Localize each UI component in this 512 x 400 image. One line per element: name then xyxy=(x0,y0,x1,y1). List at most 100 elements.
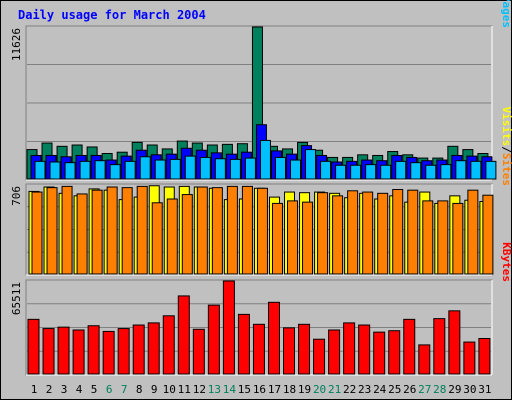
series-kbytes xyxy=(27,280,491,375)
bar-pages-day-20 xyxy=(320,160,332,180)
x-tick-label: 23 xyxy=(358,383,371,396)
bar-sites-day-undefined xyxy=(437,200,449,275)
x-tick-label: 9 xyxy=(151,383,158,396)
bar-kbytes-day-undefined xyxy=(373,331,386,375)
bar-sites-day-undefined xyxy=(362,191,374,275)
legend-item-kbytes: KBytes xyxy=(500,242,512,282)
x-tick-label: 30 xyxy=(463,383,476,396)
bar-pages-day-9 xyxy=(154,159,166,180)
bar-sites-day-undefined xyxy=(287,200,299,275)
bar-kbytes-day-undefined xyxy=(283,327,296,375)
bar-pages-day-5 xyxy=(94,160,106,180)
x-tick-label: 13 xyxy=(208,383,221,396)
legend-item-visits: Visits xyxy=(500,107,512,147)
bar-kbytes-day-undefined xyxy=(192,328,205,375)
bar-pages-day-3 xyxy=(64,162,76,180)
bar-pages-day-13 xyxy=(214,158,226,180)
x-tick-label: 11 xyxy=(178,383,191,396)
bar-kbytes-day-undefined xyxy=(207,304,220,375)
bar-sites-day-undefined xyxy=(392,189,404,275)
bar-pages-day-1 xyxy=(34,160,46,180)
bar-kbytes-day-undefined xyxy=(388,330,401,375)
bar-kbytes-day-undefined xyxy=(298,323,311,375)
bar-pages-day-24 xyxy=(380,164,392,180)
legend-3: KBytes xyxy=(500,242,512,282)
bar-pages-day-18 xyxy=(290,159,302,180)
x-tick-label: 8 xyxy=(136,383,143,396)
bar-pages-day-21 xyxy=(335,164,347,180)
bar-pages-day-17 xyxy=(274,156,286,180)
panel-2: 706 Visits/Sites xyxy=(10,107,512,276)
x-tick-label: 15 xyxy=(238,383,251,396)
x-tick-label: 7 xyxy=(121,383,128,396)
bar-pages-day-23 xyxy=(365,164,377,180)
x-tick-label: 31 xyxy=(478,383,491,396)
bar-sites-day-undefined xyxy=(347,190,359,275)
x-tick-label: 22 xyxy=(343,383,356,396)
bar-sites-day-undefined xyxy=(91,189,103,275)
panel-3: 65511 KBytes xyxy=(10,242,512,376)
bar-kbytes-day-undefined xyxy=(237,313,250,375)
bar-kbytes-day-undefined xyxy=(418,344,431,375)
bar-kbytes-day-undefined xyxy=(87,325,100,375)
x-tick-label: 6 xyxy=(106,383,113,396)
bar-kbytes-day-undefined xyxy=(132,324,145,375)
x-tick-label: 16 xyxy=(253,383,266,396)
bar-pages-day-14 xyxy=(229,158,241,180)
bar-sites-day-undefined xyxy=(317,192,329,275)
bar-pages-day-10 xyxy=(169,158,181,180)
bar-kbytes-day-undefined xyxy=(222,280,235,375)
x-tick-label: 21 xyxy=(328,383,341,396)
bar-kbytes-day-undefined xyxy=(463,341,476,375)
bar-sites-day-undefined xyxy=(332,195,344,275)
bar-kbytes-day-undefined xyxy=(162,315,175,375)
x-tick-label: 10 xyxy=(163,383,176,396)
bar-pages-day-4 xyxy=(79,160,91,180)
legend-1: Hits/Files/Pages xyxy=(500,0,512,28)
bar-kbytes-day-undefined xyxy=(177,295,190,375)
bar-sites-day-undefined xyxy=(166,198,178,275)
bar-sites-day-undefined xyxy=(211,187,223,275)
bar-pages-day-16 xyxy=(259,139,271,180)
y-max-label: 65511 xyxy=(10,282,23,315)
x-tick-label: 3 xyxy=(61,383,68,396)
bar-sites-day-undefined xyxy=(422,200,434,275)
bar-kbytes-day-undefined xyxy=(328,329,341,375)
bar-pages-day-6 xyxy=(109,164,121,180)
x-tick-label: 25 xyxy=(388,383,401,396)
bar-kbytes-day-undefined xyxy=(57,326,70,375)
bar-kbytes-day-undefined xyxy=(252,323,265,375)
legend-item-sites: Sites xyxy=(500,153,512,186)
x-axis-labels: 1 2 3 4 5 6 7 8 9 10 11 12 13 14 15 16 17 18 19 20 21 22 23 24 2… xyxy=(31,383,492,396)
bar-kbytes-day-undefined xyxy=(433,318,446,375)
bar-pages-day-2 xyxy=(49,161,61,180)
x-tick-label: 4 xyxy=(76,383,83,396)
bar-sites-day-undefined xyxy=(76,193,88,275)
x-tick-label: 28 xyxy=(433,383,446,396)
bar-pages-day-28 xyxy=(440,164,452,180)
bar-kbytes-day-undefined xyxy=(343,322,356,375)
x-tick-label: 5 xyxy=(91,383,98,396)
bar-sites-day-undefined xyxy=(181,194,193,275)
bar-sites-day-undefined xyxy=(482,194,494,275)
bar-sites-day-undefined xyxy=(452,202,464,275)
y-max-label: 706 xyxy=(10,186,23,206)
legend-separator: / xyxy=(500,146,512,153)
bar-kbytes-day-undefined xyxy=(42,328,55,375)
chart-title: Daily usage for March 2004 xyxy=(18,8,206,22)
bar-pages-day-8 xyxy=(139,156,151,180)
bar-kbytes-day-undefined xyxy=(448,310,461,375)
bar-pages-day-19 xyxy=(305,149,317,180)
bar-kbytes-day-undefined xyxy=(267,301,280,375)
x-tick-label: 2 xyxy=(46,383,53,396)
bar-kbytes-day-undefined xyxy=(478,338,491,375)
x-tick-label: 26 xyxy=(403,383,416,396)
bar-sites-day-undefined xyxy=(241,185,253,275)
bar-pages-day-15 xyxy=(244,157,256,180)
panel-1: 11626 Hits/Files/Pages xyxy=(10,0,512,181)
bar-sites-day-undefined xyxy=(136,185,148,275)
bar-pages-day-26 xyxy=(410,162,422,180)
x-tick-label: 17 xyxy=(268,383,281,396)
x-tick-label: 18 xyxy=(283,383,296,396)
